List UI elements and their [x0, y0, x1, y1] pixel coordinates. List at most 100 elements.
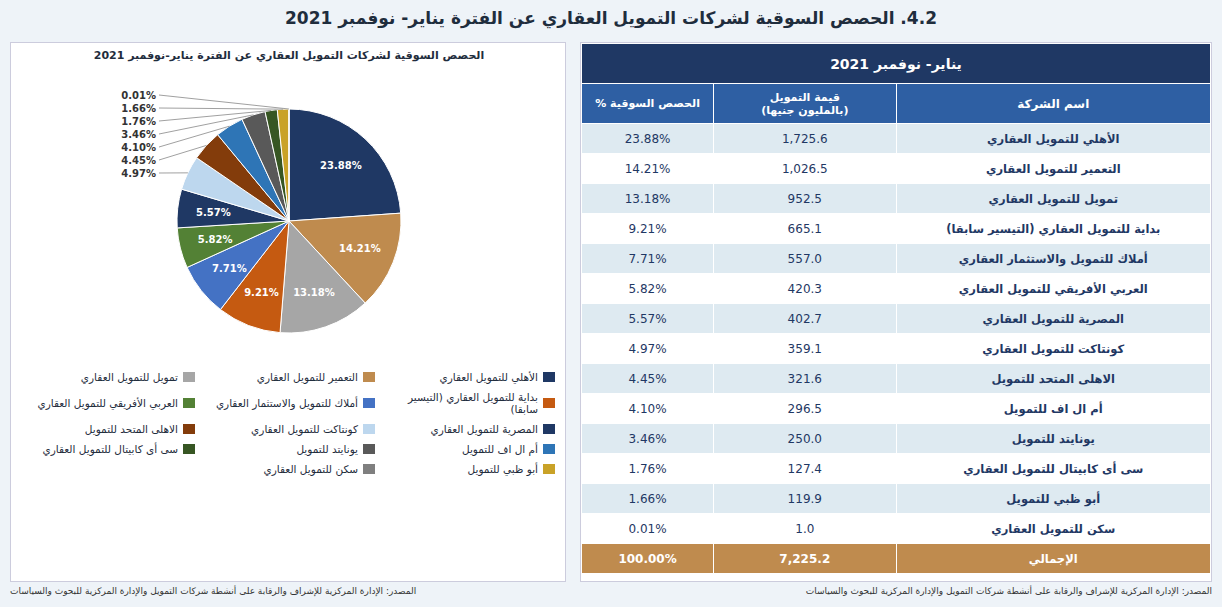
legend-label: العربي الأفريقي للتمويل العقاري: [37, 397, 178, 409]
legend-item: يونايتد للتمويل: [201, 443, 375, 455]
legend-item: التعمير للتمويل العقاري: [201, 371, 375, 383]
leader-line: [159, 95, 289, 109]
table-cell: 296.5: [714, 394, 896, 424]
legend-swatch: [543, 464, 555, 474]
leader-line: [159, 172, 188, 173]
table-cell: 557.0: [714, 244, 896, 274]
pie-slice: [265, 110, 289, 221]
table-header-row: يناير- نوفمبر 2021: [582, 44, 1211, 84]
legend-label: بداية للتمويل العقاري (التيسير سابقا): [381, 391, 538, 415]
table-row: أبو ظبي للتمويل119.91.66%: [582, 484, 1211, 514]
table-cell: 9.21%: [582, 214, 714, 244]
row-label: المصرية للتمويل العقاري: [896, 304, 1211, 334]
table-cell: 5.82%: [582, 274, 714, 304]
source-note: المصدر: الإدارة المركزية للإشراف والرقاب…: [10, 586, 416, 596]
legend-swatch: [543, 372, 555, 382]
column-header: الحصص السوقية %: [582, 84, 714, 124]
legend-label: أملاك للتمويل والاستثمار العقاري: [216, 397, 358, 409]
legend-label: أبو ظبي للتمويل: [468, 463, 538, 475]
legend-item: أم ال اف للتمويل: [381, 443, 555, 455]
table-row: يونايتد للتمويل250.03.46%: [582, 424, 1211, 454]
legend-item: أملاك للتمويل والاستثمار العقاري: [201, 391, 375, 415]
table-cell: 4.10%: [582, 394, 714, 424]
table-cell: 0.01%: [582, 514, 714, 544]
data-label: 13.18%: [293, 287, 335, 298]
table-cell: 359.1: [714, 334, 896, 364]
table-cell: 23.88%: [582, 124, 714, 154]
table-cell: 1.76%: [582, 454, 714, 484]
table-row: الإجمالي7,225.2100.00%: [582, 544, 1211, 574]
legend-swatch: [183, 424, 195, 434]
table-cell: 14.21%: [582, 154, 714, 184]
legend-item: العربي الأفريقي للتمويل العقاري: [21, 391, 195, 415]
legend-swatch: [543, 398, 555, 408]
leader-line: [159, 115, 253, 134]
row-label: العربي الأفريقي للتمويل العقاري: [896, 274, 1211, 304]
row-label: بداية للتمويل العقاري (التيسير سابقا): [896, 214, 1211, 244]
row-label: التعمير للتمويل العقاري: [896, 154, 1211, 184]
table-cell: 1.66%: [582, 484, 714, 514]
table-cell: 119.9: [714, 484, 896, 514]
table-row: بداية للتمويل العقاري (التيسير سابقا)665…: [582, 214, 1211, 244]
legend-label: يونايتد للتمويل: [296, 443, 358, 455]
legend-item: بداية للتمويل العقاري (التيسير سابقا): [381, 391, 555, 415]
table-panel: يناير- نوفمبر 2021اسم الشركةقيمة التمويل…: [580, 42, 1212, 582]
legend-swatch: [543, 444, 555, 454]
legend-label: الأهلي للتمويل العقاري: [439, 371, 538, 383]
table-cell: 402.7: [714, 304, 896, 334]
legend-label: التعمير للتمويل العقاري: [257, 371, 358, 383]
legend-item: أبو ظبي للتمويل: [381, 463, 555, 475]
legend-swatch: [363, 372, 375, 382]
table-cell: 250.0: [714, 424, 896, 454]
pie-slice: [280, 221, 365, 333]
pie-panel: الحصص السوقية لشركات التمويل العقاري عن …: [10, 42, 566, 582]
column-header: قيمة التمويل (بالمليون جنيها): [714, 84, 896, 124]
data-label: 4.45%: [121, 155, 156, 166]
legend-item: سكن للتمويل العقاري: [201, 463, 375, 475]
legend-item: المصرية للتمويل العقاري: [381, 423, 555, 435]
data-label: 1.66%: [121, 103, 156, 114]
row-label: الاهلى المتحد للتمويل: [896, 364, 1211, 394]
table-cell: 127.4: [714, 454, 896, 484]
pie-slice: [288, 109, 289, 221]
table-cell: 3.46%: [582, 424, 714, 454]
pie-svg: 23.88%14.21%13.18%9.21%7.71%5.82%5.57%0.…: [11, 69, 567, 365]
row-label: كونتاكت للتمويل العقاري: [896, 334, 1211, 364]
leader-line: [159, 145, 206, 160]
table-row: تمويل للتمويل العقاري952.513.18%: [582, 184, 1211, 214]
legend-swatch: [543, 424, 555, 434]
legend-label: الاهلى المتحد للتمويل: [85, 423, 178, 435]
data-label: 9.21%: [244, 287, 279, 298]
table-cell: 4.45%: [582, 364, 714, 394]
leader-line: [159, 110, 271, 121]
data-label: 4.97%: [121, 168, 156, 179]
data-label: 5.82%: [198, 234, 233, 245]
data-label: 5.57%: [196, 207, 231, 218]
table-cell: 5.57%: [582, 304, 714, 334]
table-row: أملاك للتمويل والاستثمار العقاري557.07.7…: [582, 244, 1211, 274]
leader-line: [159, 126, 229, 147]
data-labels: 23.88%14.21%13.18%9.21%7.71%5.82%5.57%0.…: [121, 90, 380, 299]
table-row: التعمير للتمويل العقاري1,026.514.21%: [582, 154, 1211, 184]
table-row: الأهلي للتمويل العقاري1,725.623.88%: [582, 124, 1211, 154]
legend-label: المصرية للتمويل العقاري: [430, 423, 538, 435]
legend-swatch: [363, 444, 375, 454]
legend-item: الاهلى المتحد للتمويل: [21, 423, 195, 435]
pie-group: 23.88%14.21%13.18%9.21%7.71%5.82%5.57%0.…: [121, 90, 401, 334]
row-label: سى أى كابيتال للتمويل العقاري: [896, 454, 1211, 484]
table-cell: 100.00%: [582, 544, 714, 574]
pie-title: الحصص السوقية لشركات التمويل العقاري عن …: [11, 49, 567, 62]
table-cell: 4.97%: [582, 334, 714, 364]
legend-swatch: [183, 444, 195, 454]
row-label: أملاك للتمويل والاستثمار العقاري: [896, 244, 1211, 274]
legend-item: تمويل للتمويل العقاري: [21, 371, 195, 383]
source-note: المصدر: الإدارة المركزية للإشراف والرقاب…: [806, 586, 1212, 596]
legend-item: سى أى كابيتال للتمويل العقاري: [21, 443, 195, 455]
table-cell: 1,026.5: [714, 154, 896, 184]
table-cell: 952.5: [714, 184, 896, 214]
legend-label: أم ال اف للتمويل: [462, 443, 538, 455]
table-subheader-row: اسم الشركةقيمة التمويل (بالمليون جنيها)ا…: [582, 84, 1211, 124]
pie-slice: [277, 109, 289, 221]
table-cell: 665.1: [714, 214, 896, 244]
data-label: 7.71%: [212, 263, 247, 274]
